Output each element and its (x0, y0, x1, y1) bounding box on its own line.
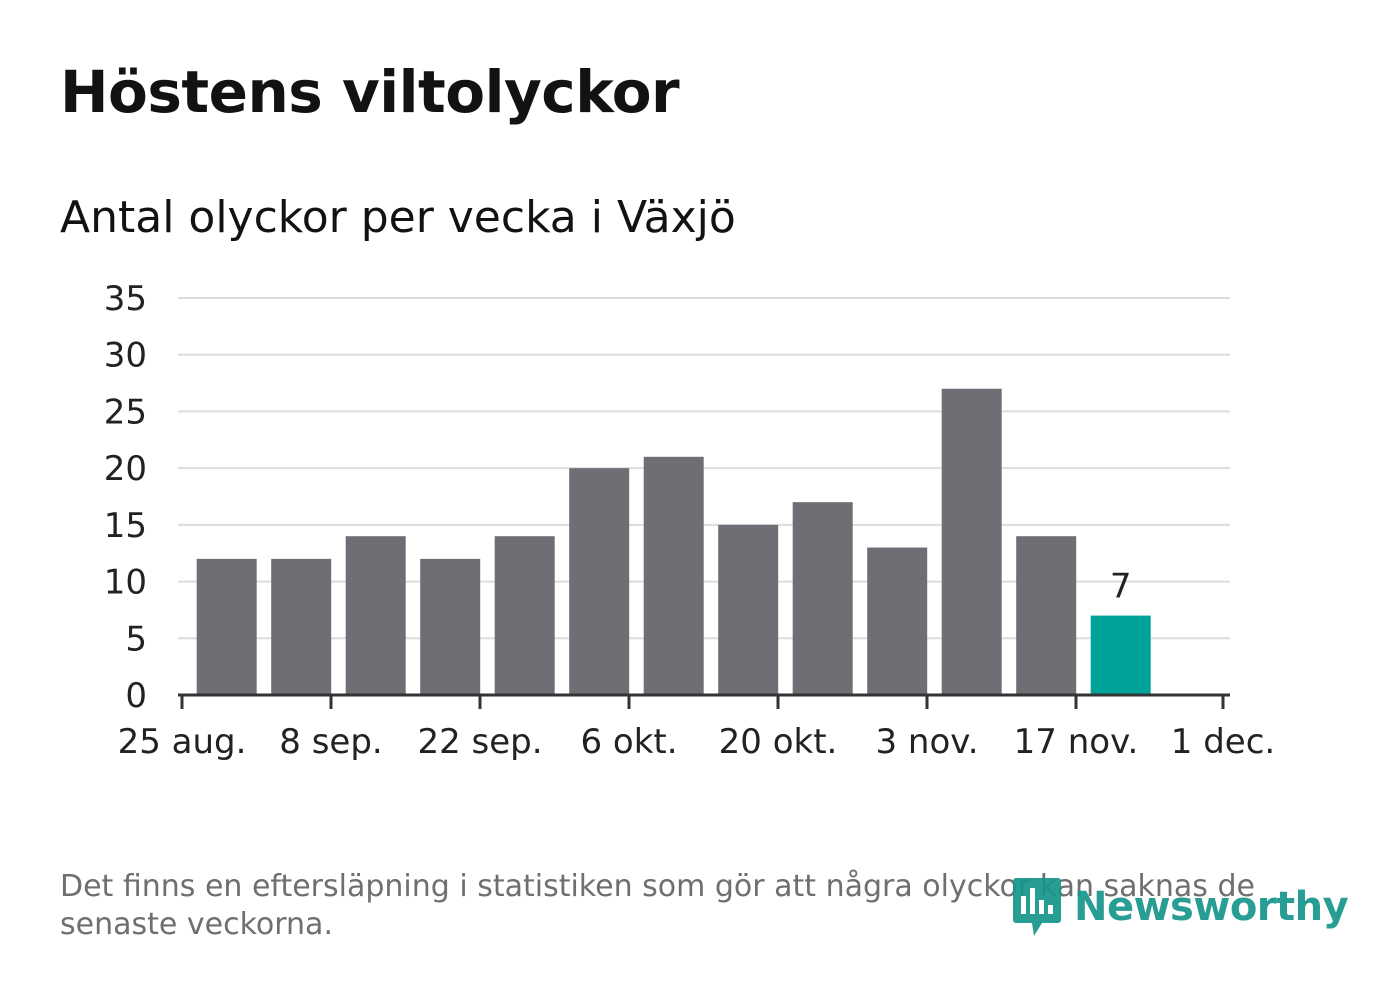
bar (420, 558, 481, 695)
y-tick-label: 5 (125, 619, 147, 659)
x-tick-label: 1 dec. (1171, 722, 1275, 762)
bar (643, 456, 704, 695)
bar (792, 502, 853, 695)
y-tick-label: 30 (104, 336, 147, 376)
bar (1016, 536, 1077, 695)
chart-title: Höstens viltolyckor (60, 58, 680, 126)
bar (867, 547, 928, 695)
x-tick-label: 6 okt. (580, 722, 677, 762)
chart-subtitle: Antal olyckor per vecka i Växjö (60, 192, 736, 243)
bar-value-label: 7 (1110, 567, 1132, 607)
bar (569, 468, 630, 695)
y-tick-label: 35 (104, 279, 147, 319)
y-tick-label: 10 (104, 563, 147, 603)
brand-logo: Newsworthy (1012, 876, 1349, 938)
x-tick-label: 22 sep. (417, 722, 542, 762)
x-tick-label: 25 aug. (118, 722, 247, 762)
y-tick-label: 0 (125, 676, 147, 716)
bar (718, 524, 779, 695)
bar (271, 558, 332, 695)
y-tick-label: 15 (104, 506, 147, 546)
brand-name: Newsworthy (1074, 884, 1349, 930)
bar (494, 536, 555, 695)
bar-chart-speech-bubble-icon (1013, 878, 1061, 936)
y-tick-label: 25 (104, 392, 147, 432)
x-tick-label: 17 nov. (1014, 722, 1139, 762)
bar (941, 388, 1002, 695)
x-tick-label: 8 sep. (279, 722, 382, 762)
bar (345, 536, 406, 695)
y-tick-label: 20 (104, 449, 147, 489)
bar (196, 558, 257, 695)
x-tick-label: 3 nov. (875, 722, 978, 762)
bar-highlight (1090, 615, 1151, 695)
x-tick-label: 20 okt. (719, 722, 838, 762)
